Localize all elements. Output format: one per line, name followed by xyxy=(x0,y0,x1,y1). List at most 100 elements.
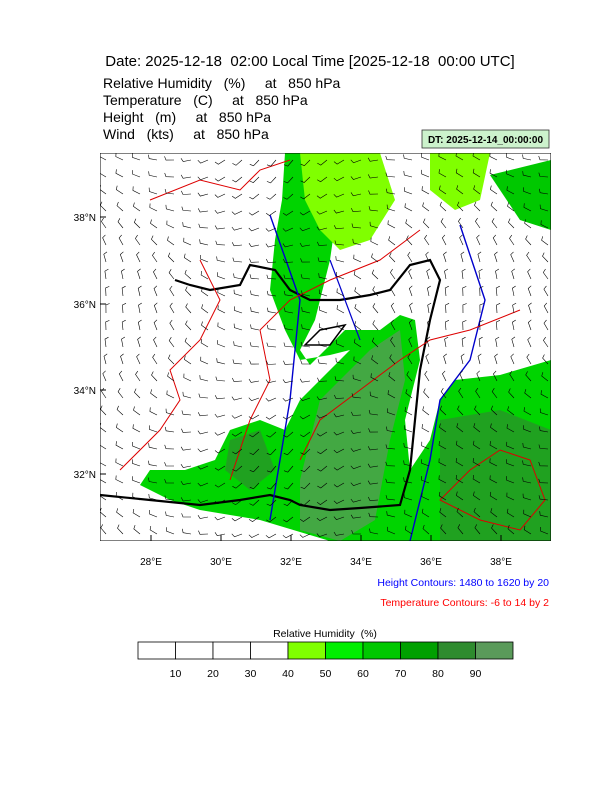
wind-barb xyxy=(472,440,481,450)
wind-barb xyxy=(283,193,294,200)
header-line: Temperature (C) at 850 hPa xyxy=(103,92,308,108)
wind-barb xyxy=(404,509,413,518)
wind-barb xyxy=(115,441,124,450)
wind-barb xyxy=(283,274,294,280)
wind-barb xyxy=(149,425,158,433)
wind-barb xyxy=(117,388,124,399)
wind-barb xyxy=(523,509,532,518)
wind-barb xyxy=(200,270,209,280)
wind-barb xyxy=(149,203,158,212)
colorbar-box xyxy=(175,641,214,660)
wind-barb xyxy=(440,524,447,535)
wind-barb xyxy=(150,219,158,229)
wind-barb xyxy=(266,274,277,280)
wind-barb xyxy=(116,508,124,518)
wind-barb xyxy=(403,442,413,450)
wind-barb xyxy=(541,372,549,382)
wind-barb xyxy=(132,508,141,518)
wind-barb xyxy=(333,159,345,165)
colorbar-box xyxy=(212,641,251,660)
wind-barb xyxy=(132,170,141,178)
wind-barb xyxy=(249,274,260,280)
wind-barb xyxy=(443,251,447,263)
wind-barb xyxy=(524,389,532,399)
wind-barb xyxy=(283,482,294,490)
wind-barb xyxy=(282,379,294,384)
wind-barb xyxy=(426,336,431,348)
wind-barb xyxy=(457,201,464,212)
wind-barb xyxy=(333,209,345,214)
wind-barb xyxy=(148,477,158,484)
wind-barb xyxy=(438,153,447,161)
wind-barb xyxy=(121,268,125,280)
wind-barb xyxy=(216,358,226,365)
wind-barb xyxy=(542,252,549,263)
wind-barb xyxy=(138,302,142,314)
wind-barb xyxy=(370,237,379,246)
wind-barb xyxy=(283,448,294,456)
wind-barb xyxy=(248,243,260,247)
wind-barb xyxy=(232,377,243,382)
wind-barb xyxy=(538,478,549,484)
map-area xyxy=(100,153,551,541)
wind-barb xyxy=(116,423,124,433)
wind-barb xyxy=(282,397,294,402)
wind-barb xyxy=(404,407,413,416)
wind-barb xyxy=(197,448,209,453)
wind-barb xyxy=(132,492,141,501)
wind-barb xyxy=(180,158,192,162)
wind-barb xyxy=(371,269,379,280)
wind-barb xyxy=(458,217,464,229)
wind-barb xyxy=(427,285,431,297)
colorbar-title: Relative Humidity (%) xyxy=(273,628,377,640)
wind-barb xyxy=(184,355,192,365)
wind-barb xyxy=(164,172,175,178)
colorbar-label: 10 xyxy=(170,668,182,680)
wind-barb xyxy=(407,353,413,365)
wind-barb xyxy=(116,405,124,416)
wind-barb xyxy=(508,218,515,229)
wind-barb xyxy=(214,465,226,471)
wind-barb xyxy=(506,153,515,161)
wind-barb xyxy=(368,512,379,518)
colorbar-box xyxy=(400,641,439,660)
wind-barb xyxy=(180,174,192,179)
header-line: Relative Humidity (%) at 850 hPa xyxy=(103,75,341,91)
wind-barb xyxy=(217,340,226,348)
wind-barb xyxy=(300,360,310,365)
wind-barb xyxy=(299,397,311,401)
wind-barb xyxy=(336,288,345,297)
wind-barb xyxy=(473,491,481,501)
wind-barb xyxy=(386,188,396,195)
wind-barb xyxy=(266,290,277,297)
wind-barb xyxy=(133,406,141,416)
wind-barb xyxy=(335,357,345,365)
wind-barb xyxy=(300,258,311,263)
wind-barb xyxy=(115,153,124,161)
wind-barb xyxy=(100,168,107,178)
wind-barb xyxy=(266,342,277,348)
wind-barb xyxy=(132,153,141,161)
wind-barb xyxy=(165,408,175,416)
lat-label: 34°N xyxy=(74,386,96,397)
wind-barb xyxy=(201,321,209,331)
colorbar-box xyxy=(437,641,476,660)
wind-barb xyxy=(185,303,192,314)
colorbar-box xyxy=(325,641,364,660)
wind-barb xyxy=(283,290,294,297)
wind-barb xyxy=(351,411,362,416)
wind-barb xyxy=(249,482,260,490)
wind-barb xyxy=(300,274,311,280)
wind-barb xyxy=(427,319,432,331)
wind-barb xyxy=(472,474,481,484)
wind-barb xyxy=(496,303,501,314)
wind-barb xyxy=(181,428,192,433)
wind-barb xyxy=(495,336,500,348)
wind-barb xyxy=(403,477,413,484)
wind-barb xyxy=(333,531,345,536)
wind-barb xyxy=(369,221,379,229)
wind-barb xyxy=(316,431,328,437)
colorbar-box xyxy=(250,641,289,660)
wind-barb xyxy=(121,336,126,348)
wind-barb xyxy=(183,237,192,246)
